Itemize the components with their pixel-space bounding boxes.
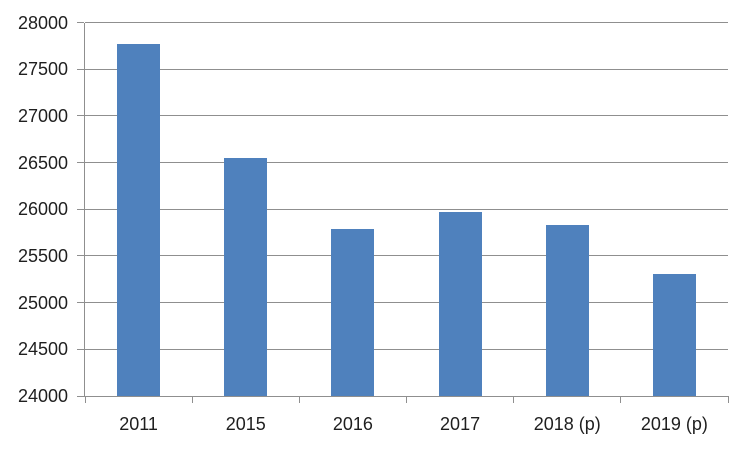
x-tick-label-2018 (p): 2018 (p) bbox=[533, 414, 601, 434]
bar-2016 bbox=[331, 228, 375, 396]
x-tick-mark-4 bbox=[513, 396, 515, 403]
x-tick-label-2019 (p): 2019 (p) bbox=[640, 414, 708, 434]
gridline-26000 bbox=[85, 208, 728, 210]
x-tick-mark-0 bbox=[84, 396, 86, 403]
x-tick-mark-6 bbox=[727, 396, 729, 403]
y-tick-mark-24000 bbox=[77, 395, 84, 397]
x-tick-label-2016: 2016 bbox=[332, 414, 373, 434]
gridline-24500 bbox=[85, 348, 728, 350]
y-tick-mark-26000 bbox=[77, 208, 84, 210]
y-tick-label-24000: 24000 bbox=[17, 386, 68, 406]
y-tick-label-24500: 24500 bbox=[17, 339, 68, 360]
x-tick-mark-3 bbox=[406, 396, 407, 403]
gridline-25500 bbox=[85, 255, 728, 257]
y-tick-mark-27000 bbox=[77, 115, 84, 117]
y-tick-mark-24500 bbox=[77, 348, 84, 350]
y-tick-label-25000: 25000 bbox=[17, 292, 68, 313]
gridline-28000 bbox=[85, 22, 728, 23]
y-tick-mark-28000 bbox=[77, 22, 84, 23]
x-tick-label-2011: 2011 bbox=[119, 414, 158, 434]
bar-2017 bbox=[438, 212, 482, 396]
y-tick-label-25500: 25500 bbox=[17, 245, 68, 266]
x-tick-label-2017: 2017 bbox=[440, 414, 481, 434]
y-tick-label-26500: 26500 bbox=[17, 152, 68, 173]
gridline-27000 bbox=[85, 115, 728, 117]
gridline-25000 bbox=[85, 302, 728, 304]
bar-2018 (p) bbox=[545, 225, 589, 396]
y-tick-mark-25500 bbox=[77, 255, 84, 257]
y-tick-label-27500: 27500 bbox=[17, 59, 68, 80]
y-axis-line bbox=[84, 22, 85, 396]
y-tick-mark-27500 bbox=[77, 68, 84, 70]
x-tick-mark-5 bbox=[620, 396, 622, 403]
x-tick-label-2015: 2015 bbox=[225, 414, 266, 434]
bar-2015 bbox=[224, 157, 268, 396]
x-tick-mark-1 bbox=[191, 396, 193, 403]
gridline-26500 bbox=[85, 162, 728, 164]
gridline-27500 bbox=[85, 68, 728, 70]
y-tick-mark-25000 bbox=[77, 302, 84, 304]
y-tick-label-27000: 27000 bbox=[17, 105, 68, 126]
bar-2011 bbox=[117, 43, 161, 396]
y-tick-mark-26500 bbox=[77, 162, 84, 164]
x-tick-mark-2 bbox=[298, 396, 300, 403]
y-tick-label-28000: 28000 bbox=[17, 12, 68, 33]
y-tick-label-26000: 26000 bbox=[17, 199, 68, 220]
bar-2019 (p) bbox=[652, 273, 696, 396]
